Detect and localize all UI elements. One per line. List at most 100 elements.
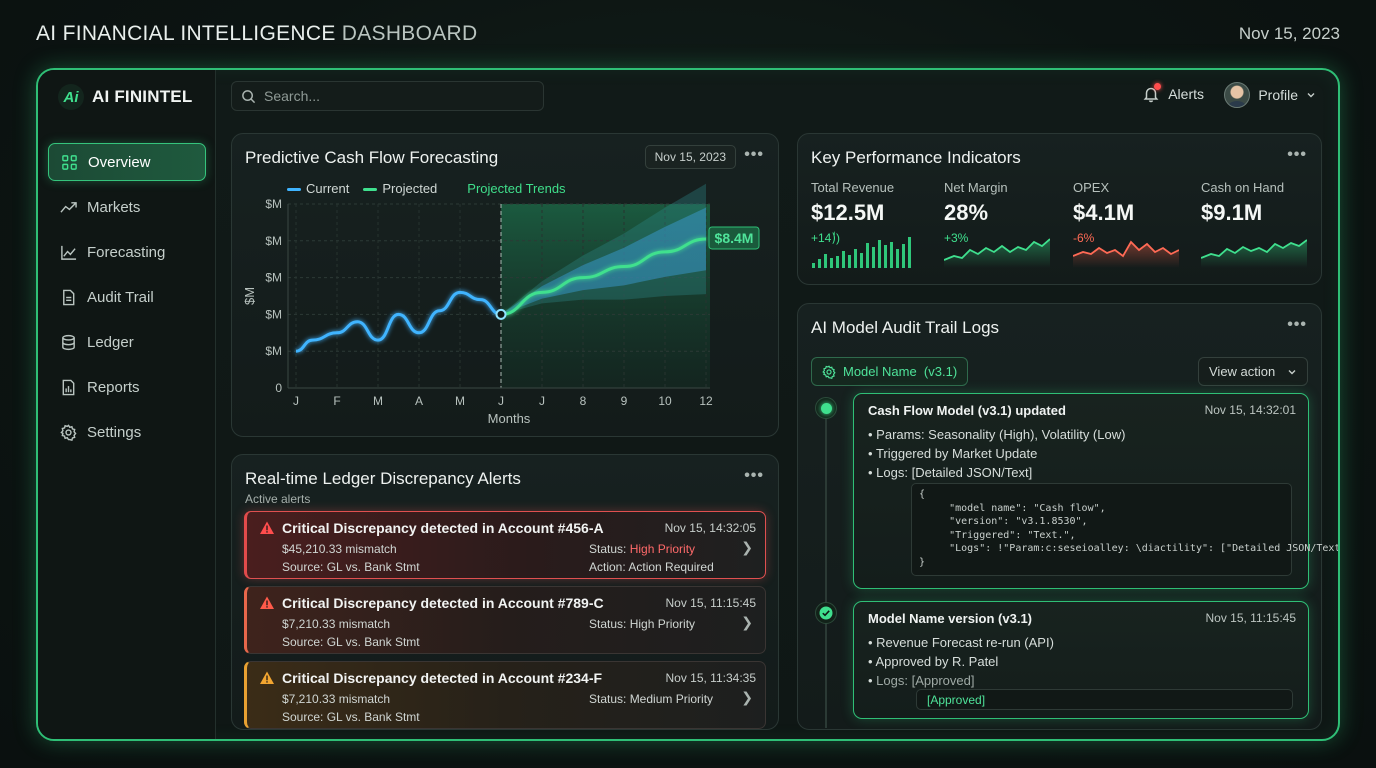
y-tick-label: $M [265,271,282,285]
sidebar-item-reports[interactable]: Reports [48,368,206,406]
x-tick-label: 10 [658,394,672,408]
series-projected-line [500,237,707,316]
opex-sparkline [1073,240,1179,268]
y-tick-label: $M [265,234,282,248]
y-tick-label: $M [265,307,282,321]
sidebar-item-label: Markets [87,198,141,216]
sidebar-nav: Overview Markets Forecasting Audit Trail… [48,143,206,458]
x-tick-label: 9 [621,394,628,408]
sidebar-item-label: Forecasting [87,243,166,261]
y-tick-label: $M [265,344,282,358]
log-bullet: • Approved by R. Patel [868,654,999,669]
model-name-chip[interactable]: Model Name (v3.1) [811,357,969,386]
title-light: DASHBOARD [341,22,478,45]
alert-action: Action: Action Required [589,560,714,574]
chevron-right-icon[interactable]: ❯ [741,614,753,630]
view-action-dropdown[interactable]: View action [1198,357,1308,386]
card-subtitle: Active alerts [245,492,311,506]
confidence-band-inner [501,207,706,315]
chart-legend: Current Projected Projected Trends [287,181,566,196]
cash-sparkline [1201,239,1307,268]
alert-row[interactable]: Critical Discrepancy detected in Account… [244,511,766,579]
status-value: High Priority [629,617,696,631]
y-axis-label: $M [242,287,257,305]
legend-label: Projected [382,181,438,196]
legend-current: Current [287,181,349,196]
model-chip-label: Model Name (v3.1) [843,364,958,379]
gear-icon [60,423,77,441]
x-tick-label: M [373,394,383,408]
audit-log-entry[interactable]: Model Name version (v3.1) Nov 15, 11:15:… [853,601,1309,719]
kpi-card: Key Performance Indicators ••• Total Rev… [797,133,1322,285]
x-tick-label: J [293,394,299,408]
projected-trends-label: Projected Trends [467,181,566,196]
brand-name: AI FININTEL [92,87,193,106]
chevron-right-icon[interactable]: ❯ [741,539,753,555]
alert-amount: $45,210.33 mismatch [282,542,397,556]
alert-amount: $7,210.33 mismatch [282,692,391,706]
document-icon [63,289,75,305]
sidebar-item-markets[interactable]: Markets [48,188,206,226]
cash-flow-forecast-card: Predictive Cash Flow Forecasting Nov 15,… [231,133,779,437]
sidebar-item-settings[interactable]: Settings [48,413,206,451]
more-options-icon[interactable]: ••• [1287,316,1307,333]
view-action-label: View action [1209,364,1276,379]
alerts-button[interactable]: Alerts [1142,83,1204,103]
x-tick-label: F [333,394,340,408]
alert-time: Nov 15, 11:15:45 [665,596,756,610]
alert-row[interactable]: Critical Discrepancy detected in Account… [244,661,766,729]
search-box[interactable] [231,81,544,111]
legend-label: Current [306,181,350,196]
audit-trail-card: AI Model Audit Trail Logs ••• Model Name… [797,303,1338,730]
brand[interactable]: Ai AI FININTEL [58,84,192,110]
status-prefix: Status: [589,617,630,631]
x-tick-label: M [455,394,465,408]
sidebar-item-audit-trail[interactable]: Audit Trail [48,278,206,316]
trend-up-icon [60,201,77,213]
x-tick-label: A [415,394,423,408]
sidebar-item-ledger[interactable]: Ledger [48,323,206,361]
callout-box [708,226,760,250]
alert-status: Status: High Priority [589,617,695,631]
more-options-icon[interactable]: ••• [744,467,764,484]
sidebar-item-label: Overview [88,153,151,171]
more-options-icon[interactable]: ••• [1287,146,1307,163]
profile-menu[interactable]: Profile [1224,82,1316,108]
chevron-down-icon [1307,93,1315,98]
gear-icon [822,364,836,379]
revenue-sparkbars [812,237,911,268]
kpi-value: $9.1M [1201,200,1263,225]
search-input[interactable] [264,88,534,104]
more-options-icon[interactable]: ••• [744,146,764,163]
warning-icon [260,596,274,609]
alert-row[interactable]: Critical Discrepancy detected in Account… [244,586,766,654]
kpi-label: Total Revenue [811,180,895,195]
alerts-label: Alerts [1168,86,1204,102]
kpi-delta: +3% [944,231,969,245]
date-chip[interactable]: Nov 15, 2023 [644,145,736,169]
log-bullet: • Params: Seasonality (High), Volatility… [868,427,1126,442]
card-title: AI Model Audit Trail Logs [811,318,1000,337]
x-tick-label: 8 [580,394,587,408]
header-date: Nov 15, 2023 [1238,24,1340,43]
y-tick-label: $M [265,197,282,211]
sidebar-item-label: Settings [87,423,142,441]
json-log-box: { "model name": "Cash flow", "version": … [911,483,1338,576]
chevron-right-icon[interactable]: ❯ [741,689,753,705]
alert-time: Nov 15, 11:34:35 [665,671,756,685]
timeline-check-icon [815,602,837,624]
legend-projected: Projected [363,181,437,196]
alert-source: Source: GL vs. Bank Stmt [282,635,420,649]
sidebar-item-label: Ledger [87,333,134,351]
kpi-value: 28% [944,200,989,225]
card-title: Key Performance Indicators [811,148,1021,167]
sidebar-item-forecasting[interactable]: Forecasting [48,233,206,271]
log-bullet: • Triggered by Market Update [868,446,1038,461]
sidebar-item-overview[interactable]: Overview [48,143,206,181]
alert-title: Critical Discrepancy detected in Account… [282,520,604,536]
app-window: Ai AI FININTEL Overview Markets Forecast… [36,68,1340,741]
audit-log-entry[interactable]: Cash Flow Model (v3.1) updated Nov 15, 1… [853,393,1338,589]
kpi-value: $12.5M [811,200,885,225]
title-bold: AI FINANCIAL INTELLIGENCE [36,22,336,45]
